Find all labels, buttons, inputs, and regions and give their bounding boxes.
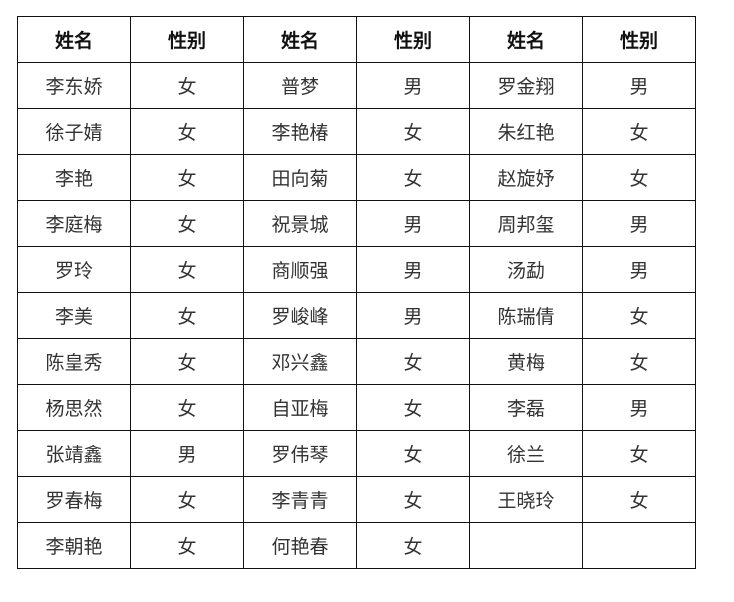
gender-cell: 女 bbox=[582, 430, 696, 477]
gender-cell: 女 bbox=[356, 338, 470, 385]
name-cell: 汤勐 bbox=[469, 246, 583, 293]
name-cell: 商顺强 bbox=[243, 246, 357, 293]
header-row: 姓名 性别 姓名 性别 姓名 性别 bbox=[17, 16, 696, 63]
header-gender: 性别 bbox=[582, 16, 696, 63]
name-cell: 罗伟琴 bbox=[243, 430, 357, 477]
gender-cell: 女 bbox=[582, 154, 696, 201]
name-cell: 张靖鑫 bbox=[17, 430, 131, 477]
table-body: 李东娇女普梦男罗金翔男徐子婧女李艳椿女朱红艳女李艳女田向菊女赵旋妤女李庭梅女祝景… bbox=[17, 62, 696, 569]
name-cell: 徐兰 bbox=[469, 430, 583, 477]
gender-cell: 女 bbox=[582, 338, 696, 385]
gender-cell: 女 bbox=[582, 108, 696, 155]
header-name: 姓名 bbox=[469, 16, 583, 63]
name-cell: 罗春梅 bbox=[17, 476, 131, 523]
gender-cell: 女 bbox=[130, 476, 244, 523]
name-cell: 陈皇秀 bbox=[17, 338, 131, 385]
gender-cell: 女 bbox=[130, 522, 244, 569]
table-row: 李美女罗峻峰男陈瑞倩女 bbox=[17, 292, 696, 339]
gender-cell: 女 bbox=[356, 384, 470, 431]
name-cell: 李青青 bbox=[243, 476, 357, 523]
gender-cell: 女 bbox=[130, 62, 244, 109]
header-name: 姓名 bbox=[243, 16, 357, 63]
table-row: 李朝艳女何艳春女 bbox=[17, 522, 696, 569]
gender-cell: 女 bbox=[582, 476, 696, 523]
name-cell: 李庭梅 bbox=[17, 200, 131, 247]
header-name: 姓名 bbox=[17, 16, 131, 63]
gender-cell: 男 bbox=[356, 292, 470, 339]
name-cell: 黄梅 bbox=[469, 338, 583, 385]
name-gender-table: 姓名 性别 姓名 性别 姓名 性别 李东娇女普梦男罗金翔男徐子婧女李艳椿女朱红艳女李艳女田… bbox=[17, 16, 696, 569]
gender-cell: 女 bbox=[130, 200, 244, 247]
name-cell: 罗玲 bbox=[17, 246, 131, 293]
table-row: 杨思然女自亚梅女李磊男 bbox=[17, 384, 696, 431]
name-cell: 罗金翔 bbox=[469, 62, 583, 109]
gender-cell: 女 bbox=[356, 476, 470, 523]
name-cell: 普梦 bbox=[243, 62, 357, 109]
name-cell: 徐子婧 bbox=[17, 108, 131, 155]
gender-cell: 男 bbox=[582, 246, 696, 293]
name-cell: 何艳春 bbox=[243, 522, 357, 569]
table-row: 罗玲女商顺强男汤勐男 bbox=[17, 246, 696, 293]
name-cell: 陈瑞倩 bbox=[469, 292, 583, 339]
name-cell: 杨思然 bbox=[17, 384, 131, 431]
gender-cell: 男 bbox=[130, 430, 244, 477]
table-row: 徐子婧女李艳椿女朱红艳女 bbox=[17, 108, 696, 155]
gender-cell: 女 bbox=[356, 154, 470, 201]
table-row: 陈皇秀女邓兴鑫女黄梅女 bbox=[17, 338, 696, 385]
name-cell: 邓兴鑫 bbox=[243, 338, 357, 385]
name-cell: 自亚梅 bbox=[243, 384, 357, 431]
name-cell: 祝景城 bbox=[243, 200, 357, 247]
table-row: 李艳女田向菊女赵旋妤女 bbox=[17, 154, 696, 201]
gender-cell: 女 bbox=[582, 292, 696, 339]
name-cell: 罗峻峰 bbox=[243, 292, 357, 339]
name-cell: 李艳 bbox=[17, 154, 131, 201]
gender-cell: 女 bbox=[356, 108, 470, 155]
gender-cell: 男 bbox=[582, 384, 696, 431]
name-cell: 李朝艳 bbox=[17, 522, 131, 569]
name-cell: 赵旋妤 bbox=[469, 154, 583, 201]
gender-cell: 女 bbox=[130, 338, 244, 385]
gender-cell: 女 bbox=[130, 108, 244, 155]
name-cell: 朱红艳 bbox=[469, 108, 583, 155]
name-cell: 李艳椿 bbox=[243, 108, 357, 155]
table-row: 罗春梅女李青青女王晓玲女 bbox=[17, 476, 696, 523]
name-cell: 田向菊 bbox=[243, 154, 357, 201]
gender-cell: 女 bbox=[356, 430, 470, 477]
gender-cell: 男 bbox=[582, 62, 696, 109]
gender-cell: 女 bbox=[130, 246, 244, 293]
gender-cell: 女 bbox=[130, 384, 244, 431]
gender-cell bbox=[582, 522, 696, 569]
gender-cell: 男 bbox=[356, 62, 470, 109]
gender-cell: 女 bbox=[130, 292, 244, 339]
name-cell: 王晓玲 bbox=[469, 476, 583, 523]
table-row: 张靖鑫男罗伟琴女徐兰女 bbox=[17, 430, 696, 477]
name-cell bbox=[469, 522, 583, 569]
name-cell: 李东娇 bbox=[17, 62, 131, 109]
gender-cell: 男 bbox=[582, 200, 696, 247]
gender-cell: 男 bbox=[356, 200, 470, 247]
gender-cell: 女 bbox=[130, 154, 244, 201]
name-cell: 李磊 bbox=[469, 384, 583, 431]
gender-cell: 女 bbox=[356, 522, 470, 569]
name-cell: 李美 bbox=[17, 292, 131, 339]
header-gender: 性别 bbox=[356, 16, 470, 63]
table-row: 李庭梅女祝景城男周邦玺男 bbox=[17, 200, 696, 247]
header-gender: 性别 bbox=[130, 16, 244, 63]
table-row: 李东娇女普梦男罗金翔男 bbox=[17, 62, 696, 109]
name-cell: 周邦玺 bbox=[469, 200, 583, 247]
gender-cell: 男 bbox=[356, 246, 470, 293]
